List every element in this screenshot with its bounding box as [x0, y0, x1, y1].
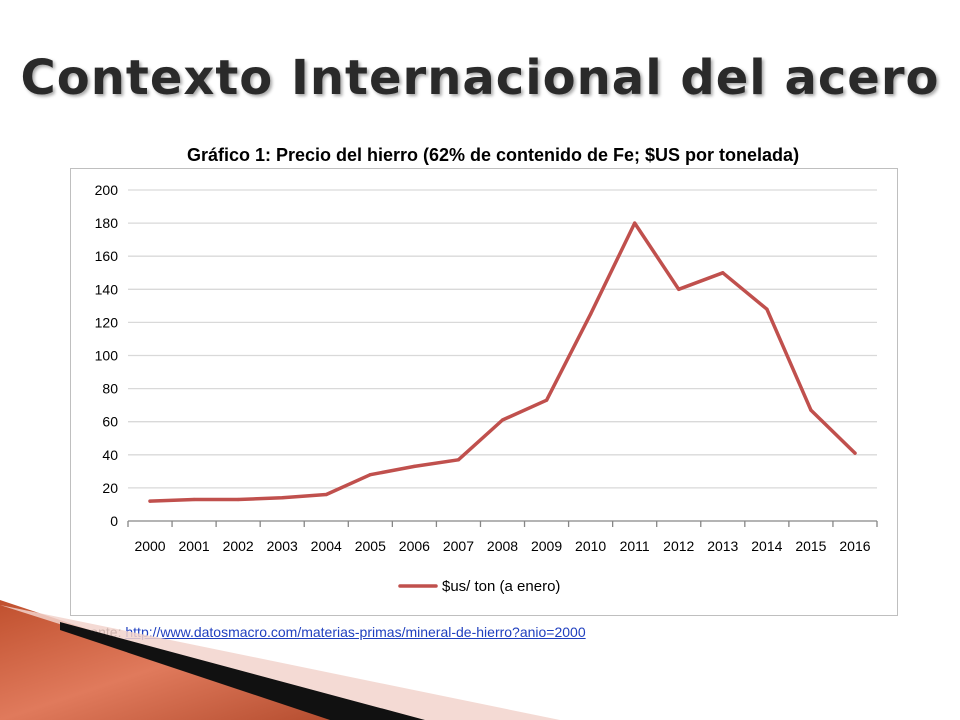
slide-title: Contexto Internacional del acero: [20, 50, 940, 106]
x-tick-label: 2014: [751, 538, 782, 554]
x-tick-label: 2013: [707, 538, 738, 554]
y-axis-ticks: 0 20 40 60 80 100 120 140 160 180 200: [95, 182, 119, 529]
chart-frame: [70, 168, 898, 616]
data-point: [765, 307, 769, 311]
legend-label: $us/ ton (a enero): [442, 578, 560, 595]
data-point: [809, 408, 813, 412]
x-tick-label: 2009: [531, 538, 562, 554]
data-point: [456, 458, 461, 462]
x-tick-label: 2008: [487, 538, 518, 554]
data-point: [544, 398, 549, 402]
data-point: [853, 451, 857, 455]
x-tick-label: 2000: [134, 538, 165, 554]
x-tick-label: 2011: [620, 538, 650, 554]
data-point: [677, 287, 681, 291]
wedge-light: [0, 605, 560, 720]
x-axis: [127, 520, 878, 527]
x-tick-label: 2001: [179, 538, 210, 554]
series-line: [148, 221, 857, 503]
data-point: [324, 492, 328, 497]
series-layer: [148, 221, 857, 503]
data-point: [633, 221, 637, 225]
x-tick-label: 2002: [223, 538, 254, 554]
x-tick-label: 2003: [267, 538, 298, 554]
chart-gridlines: [128, 189, 877, 489]
chart-title: Gráfico 1: Precio del hierro (62% de con…: [186, 145, 800, 165]
x-tick-label: 2010: [575, 538, 606, 554]
source-link[interactable]: http://www.datosmacro.com/materias-prima…: [125, 624, 586, 640]
decorative-wedge: [0, 600, 560, 720]
data-point: [721, 271, 725, 275]
y-tick-label: 100: [95, 348, 119, 364]
x-axis-ticks: 2000 2001 2002 2003 2004 2005 2006 2007 2008 2009…: [134, 538, 870, 554]
data-point: [148, 499, 152, 503]
x-tick-label: 2004: [311, 538, 342, 554]
data-point: [236, 497, 240, 502]
y-tick-label: 80: [102, 381, 118, 397]
line-chart: 0 20 40 60 80 100 120 140 160 180 200 2000 2001 2002…: [95, 182, 878, 595]
y-tick-label: 120: [95, 314, 119, 330]
x-tick-label: 2015: [795, 538, 826, 554]
chart-legend: $us/ ton (a enero): [398, 578, 560, 595]
data-point: [192, 497, 196, 502]
data-point: [368, 473, 372, 477]
x-tick-label: 2016: [839, 538, 870, 554]
y-tick-label: 0: [110, 513, 118, 529]
data-point: [280, 496, 284, 500]
wedge-dark: [60, 622, 425, 720]
data-point: [500, 418, 505, 422]
y-tick-label: 140: [95, 281, 119, 297]
x-tick-label: 2006: [399, 538, 430, 554]
y-tick-label: 20: [102, 480, 118, 496]
x-tick-label: 2007: [443, 538, 474, 554]
y-tick-label: 160: [95, 248, 119, 264]
y-tick-label: 180: [95, 215, 119, 231]
y-tick-label: 60: [102, 414, 118, 430]
x-tick-label: 2012: [663, 538, 694, 554]
y-tick-label: 40: [102, 447, 118, 463]
data-point: [412, 464, 416, 468]
x-tick-label: 2005: [355, 538, 386, 554]
data-point: [589, 312, 593, 316]
y-tick-label: 200: [95, 182, 119, 198]
